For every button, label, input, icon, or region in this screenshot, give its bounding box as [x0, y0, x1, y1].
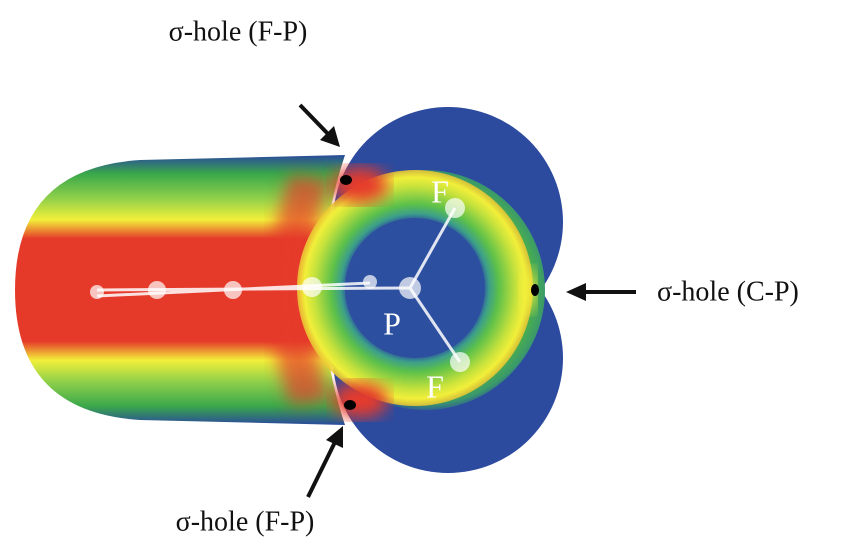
red-spot	[332, 167, 388, 203]
arrowheads	[320, 126, 586, 448]
sigma-point	[531, 284, 539, 296]
atom-label: F	[431, 173, 449, 209]
atom-label: F	[426, 368, 444, 404]
yellow-spot	[520, 268, 536, 312]
sigma-point	[344, 400, 356, 410]
sigma-point	[340, 175, 352, 185]
atom-label: P	[383, 305, 401, 341]
label-right: σ-hole (C-P)	[657, 276, 799, 307]
arrows	[298, 103, 636, 498]
red-spot	[332, 382, 388, 418]
label-top: σ-hole (F-P)	[169, 16, 308, 47]
label-bottom: σ-hole (F-P)	[176, 506, 315, 537]
atoms	[90, 198, 470, 372]
